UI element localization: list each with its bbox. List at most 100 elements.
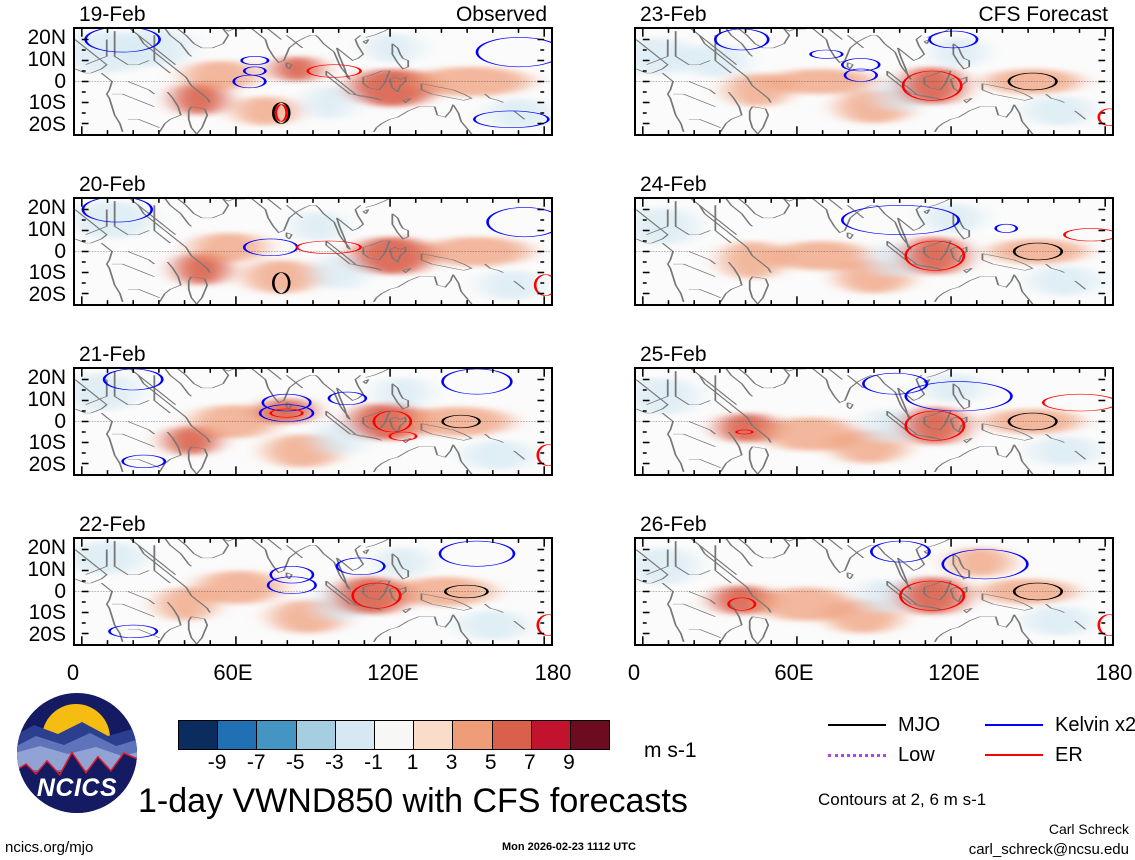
contour-mjo (443, 584, 489, 599)
contour-mjo (272, 272, 291, 294)
coastlines (636, 539, 1087, 644)
anomaly-shading (636, 547, 1094, 636)
legend-line-kelvin-x2 (985, 724, 1043, 726)
logo-text: NCICS (37, 774, 117, 802)
colorbar-tick-label: 3 (445, 751, 458, 774)
colorbar-swatch (453, 721, 493, 749)
colorbar-swatch (179, 721, 219, 749)
colorbar-swatch (218, 721, 258, 749)
panel-date-label: 26-Feb (640, 513, 707, 536)
panel-ticks (642, 539, 1106, 644)
x-axis-tick-label: 120E (367, 660, 419, 685)
contour-kelvin (486, 207, 551, 238)
panel-date-label: 23-Feb (640, 3, 707, 26)
column-header-label: CFS Forecast (978, 3, 1108, 26)
legend-label: Kelvin x2 (1055, 714, 1135, 736)
anomaly-shading (636, 373, 1099, 466)
x-axis-tick-label: 60E (774, 660, 814, 685)
contour-er (351, 582, 402, 609)
contour-er (306, 64, 362, 78)
contour-note: Contours at 2, 6 m s-1 (818, 790, 987, 809)
contour-kelvin (475, 37, 551, 68)
y-axis-tick-label: 10S (28, 431, 66, 455)
contour-kelvin (232, 74, 267, 89)
contour-kelvin (108, 624, 159, 638)
contour-mjo (1007, 412, 1058, 431)
contour-kelvin (240, 56, 270, 65)
coastlines (636, 199, 1087, 304)
panel-ticks (81, 539, 545, 644)
colorbar-swatch (296, 721, 336, 749)
colorbar (178, 720, 610, 750)
contour-er (269, 408, 304, 418)
x-axis-tick-label: 180 (534, 660, 572, 685)
colorbar-tick-label: 5 (484, 751, 497, 774)
wave-contours (714, 29, 1112, 126)
colorbar-tick-label: -1 (364, 751, 383, 774)
colorbar-swatch (492, 721, 532, 749)
colorbar-swatch (414, 721, 454, 749)
contour-er (536, 614, 551, 636)
wave-contours (81, 199, 551, 296)
contour-kelvin (840, 58, 881, 72)
y-axis-tick-label: 20N (27, 365, 66, 389)
y-axis-tick-label: 20S (28, 283, 66, 307)
legend-label: Low (898, 744, 935, 766)
colorbar-tick-label: -3 (325, 751, 344, 774)
x-axis-tick-label: 180 (1095, 660, 1133, 685)
author-email[interactable]: carl_schreck@ncsu.edu (968, 841, 1129, 858)
x-axis-tick-label: 0 (66, 660, 80, 685)
y-axis-tick-label: 20N (27, 25, 66, 49)
contour-kelvin (473, 110, 550, 128)
contour-kelvin (862, 372, 929, 395)
main-title: 1-day VWND850 with CFS forecasts (138, 782, 688, 820)
legend-label: ER (1055, 744, 1083, 766)
contour-kelvin (261, 393, 312, 412)
contour-kelvin (904, 381, 1013, 412)
contour-kelvin (266, 576, 317, 594)
anomaly-shading (636, 37, 1094, 126)
y-axis-tick-label: 10S (28, 601, 66, 625)
y-axis-tick-label: 0 (54, 579, 66, 603)
wave-contours (108, 540, 551, 638)
panel-ticks (81, 369, 545, 474)
contour-er (1041, 393, 1112, 412)
contour-er (536, 444, 551, 466)
contour-kelvin (714, 29, 770, 51)
contour-er (1097, 614, 1112, 636)
contour-mjo (1012, 242, 1064, 261)
anomaly-shading (75, 373, 533, 470)
contour-er (899, 580, 966, 611)
map-field (75, 29, 551, 134)
colorbar-tick-label: 9 (563, 751, 575, 774)
panel-date-label: 25-Feb (640, 343, 707, 366)
contour-er (388, 431, 418, 441)
contour-kelvin (269, 566, 315, 584)
legend-label: MJO (898, 714, 941, 736)
y-axis-tick-label: 10N (27, 387, 66, 411)
wave-contours (735, 372, 1112, 441)
panel-ticks (642, 29, 1106, 134)
y-axis-tick-label: 20S (28, 113, 66, 137)
contour-kelvin (258, 404, 315, 422)
ncics-logo-graphic: NCICS (17, 693, 137, 813)
legend-line-mjo (828, 724, 886, 726)
contour-kelvin (102, 369, 164, 391)
contour-er (1063, 228, 1112, 242)
contour-er (727, 597, 757, 611)
map-field (636, 29, 1112, 134)
x-axis-tick-label: 120E (928, 660, 980, 685)
contour-er (735, 429, 754, 435)
contour-kelvin (809, 49, 844, 59)
map-field (75, 539, 551, 644)
anomaly-shading (75, 201, 544, 300)
colorbar-tick-label: 7 (523, 751, 536, 774)
y-axis-tick-label: 10S (28, 261, 66, 285)
contour-kelvin (438, 540, 516, 567)
map-field (636, 199, 1112, 304)
map-panel (634, 537, 1114, 646)
map-panel (73, 27, 553, 136)
colorbar-swatch (374, 721, 415, 749)
site-url[interactable]: ncics.org/mjo (5, 839, 94, 856)
contour-kelvin (843, 68, 878, 82)
